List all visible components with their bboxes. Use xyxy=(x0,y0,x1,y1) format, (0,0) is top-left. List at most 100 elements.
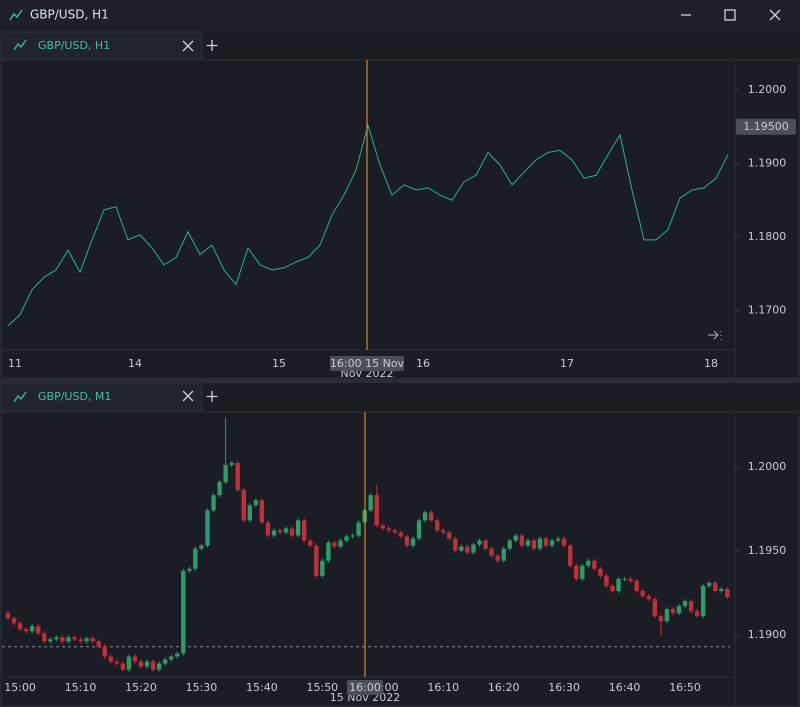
candle-body xyxy=(156,663,162,670)
maximize-button[interactable] xyxy=(724,9,736,21)
candle-body xyxy=(489,548,494,556)
candle-body xyxy=(646,596,651,600)
candle-body xyxy=(54,637,59,640)
x-tick-label: 16:30 xyxy=(548,681,580,694)
app-icon xyxy=(9,9,23,21)
candle-body xyxy=(604,575,609,586)
pane-separator[interactable] xyxy=(0,379,800,383)
chart-panel xyxy=(0,411,800,707)
candle-body xyxy=(713,582,718,591)
candle-body xyxy=(126,656,132,670)
candle-body xyxy=(23,629,29,632)
x-tick-label: 17 xyxy=(560,357,574,370)
candle-body xyxy=(555,538,561,541)
candle-body xyxy=(114,661,120,664)
candle-body xyxy=(277,530,283,533)
candle-body xyxy=(150,661,156,670)
candle-body xyxy=(422,512,428,521)
x-tick-label: 15:10 xyxy=(65,681,97,694)
candle-body xyxy=(368,495,373,511)
candle-body xyxy=(580,565,585,579)
candle-body xyxy=(108,656,113,662)
candle-body xyxy=(253,500,259,506)
candle-body xyxy=(205,510,210,546)
candle-body xyxy=(265,522,271,536)
candle-body xyxy=(676,606,682,614)
candle-body xyxy=(507,540,512,549)
tab-close[interactable] xyxy=(182,40,194,52)
candle-body xyxy=(271,530,277,536)
candle-body xyxy=(302,520,307,541)
tab-label[interactable]: GBP/USD, H1 xyxy=(38,39,110,52)
candle-body xyxy=(586,560,591,566)
candle-body xyxy=(670,609,676,614)
candle-body xyxy=(725,588,730,598)
x-tick-label: 11 xyxy=(8,357,22,370)
y-tick-label: 1.1950 xyxy=(748,544,787,557)
candle-body xyxy=(694,611,700,617)
candle-body xyxy=(537,538,543,549)
x-tick-label: 15:00 xyxy=(4,681,36,694)
candle-body xyxy=(84,638,89,642)
candle-body xyxy=(374,495,379,526)
crosshair-price: 1.19500 xyxy=(743,120,789,133)
candle-body xyxy=(102,646,107,657)
tab[interactable] xyxy=(0,382,203,413)
candle-body xyxy=(441,530,446,533)
candle-body xyxy=(90,638,95,642)
new-tab[interactable] xyxy=(206,40,218,51)
x-tick-label: 16:10 xyxy=(427,681,459,694)
candle-body xyxy=(29,626,35,632)
candle-body xyxy=(386,528,392,531)
candle-body xyxy=(350,535,355,537)
candle-body xyxy=(664,609,670,622)
candle-body xyxy=(193,548,198,569)
candle-body xyxy=(187,568,192,571)
candle-body xyxy=(634,580,639,591)
crosshair-price-box xyxy=(736,118,796,135)
candle-body xyxy=(72,637,77,640)
candle-body xyxy=(48,639,53,642)
candle-body xyxy=(477,540,482,545)
new-tab[interactable] xyxy=(206,391,218,402)
candle-body xyxy=(241,490,246,521)
candle-body xyxy=(235,462,240,491)
candle-body xyxy=(344,536,349,541)
candle-body xyxy=(162,659,168,664)
candle-body xyxy=(132,656,138,662)
candle-body xyxy=(308,540,313,546)
candle-body xyxy=(223,464,228,483)
candle-body xyxy=(410,538,416,546)
candle-body xyxy=(688,601,694,612)
scroll-to-end[interactable] xyxy=(708,330,722,340)
candle-body xyxy=(531,540,537,549)
candle-body xyxy=(707,582,712,586)
y-tick-label: 1.1700 xyxy=(748,303,787,316)
candle-body xyxy=(501,548,506,561)
y-tick-label: 1.1900 xyxy=(748,628,787,641)
tab[interactable] xyxy=(0,31,203,61)
candle-body xyxy=(483,540,488,549)
candle-body xyxy=(60,637,65,642)
crosshair-time: 16:00 xyxy=(349,681,381,694)
candle-body xyxy=(314,545,319,576)
candle-body xyxy=(211,495,216,511)
candle-body xyxy=(471,544,476,553)
candle-body xyxy=(574,565,579,579)
close-button[interactable] xyxy=(769,9,781,21)
title-bar xyxy=(0,0,800,30)
candle-body xyxy=(247,505,252,521)
y-tick-label: 1.2000 xyxy=(748,83,787,96)
candle-body xyxy=(652,599,658,617)
candle-body xyxy=(283,528,289,533)
tab-label[interactable]: GBP/USD, M1 xyxy=(38,390,111,403)
x-tick-label: 18 xyxy=(704,357,718,370)
candle-body xyxy=(138,661,144,667)
crosshair-date: 15 Nov 2022 xyxy=(330,691,400,704)
candle-body xyxy=(682,601,688,607)
tab-close[interactable] xyxy=(182,390,194,402)
candle-body xyxy=(610,585,615,591)
x-tick-label: 14 xyxy=(128,357,142,370)
candle-body xyxy=(259,500,265,523)
